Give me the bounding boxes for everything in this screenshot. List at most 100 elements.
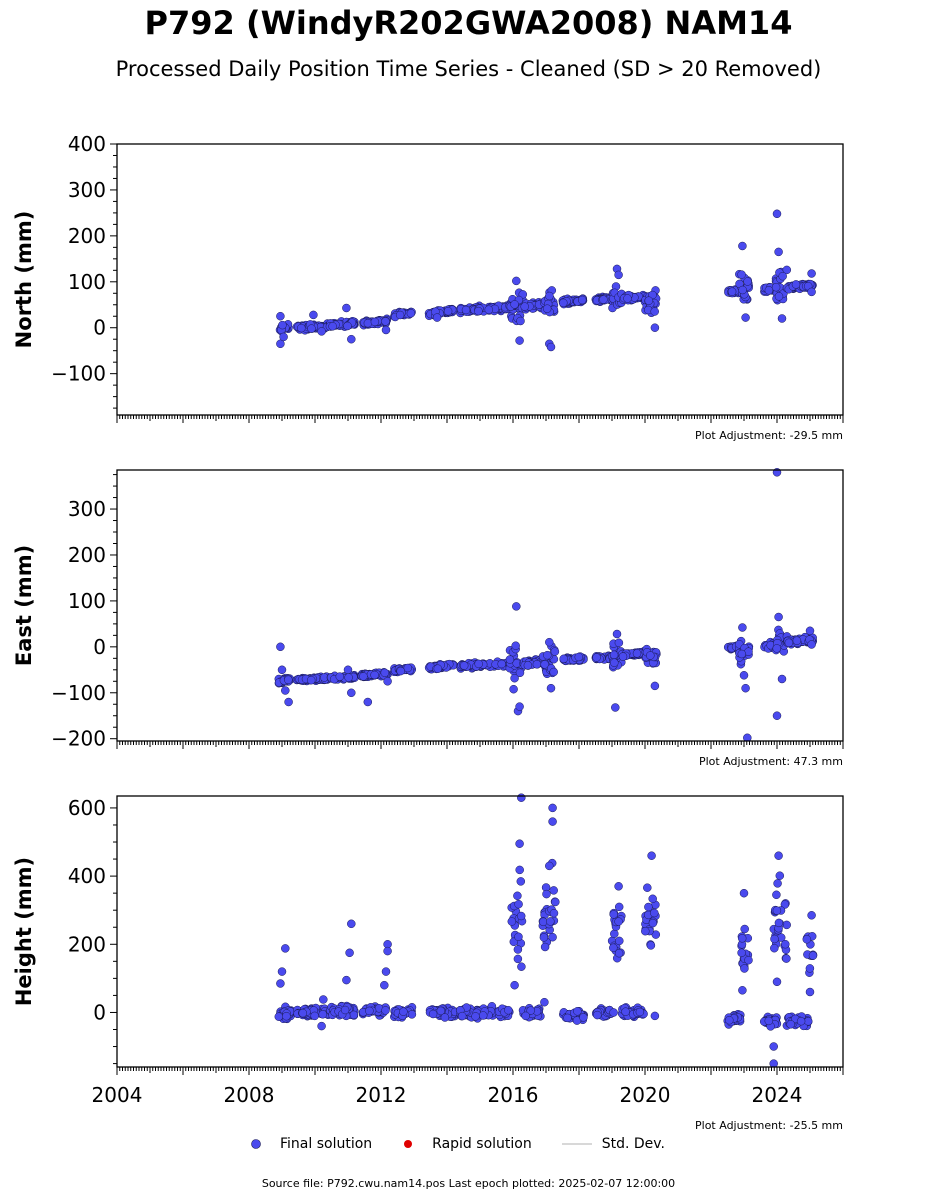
east-point [511,641,520,650]
height-point [513,954,523,964]
east-outlier-point [281,686,290,695]
east-point [610,658,619,667]
height-outlier-point [515,839,524,848]
east-outlier-point [277,665,287,675]
height-y-tick-label: 200 [68,932,106,956]
north-point [545,291,554,301]
north-point [774,292,784,301]
north-point [395,310,405,320]
east-point [515,668,525,678]
height-point [526,1006,535,1015]
north-point [650,307,659,316]
height-outlier-point [774,851,783,860]
east-outlier-point [383,677,392,686]
east-point [505,655,515,664]
north-y-axis-label: North (mm) [12,211,36,349]
height-point [513,945,523,954]
east-point [459,661,469,670]
height-point [282,1011,291,1021]
east-point [380,668,390,678]
north-outlier-point [807,287,816,297]
north-point [381,317,390,326]
height-axes-frame [116,795,844,1068]
height-point [513,891,522,901]
height-point [615,936,624,946]
north-outlier-point [738,241,747,251]
height-point [614,917,623,926]
east-axes-frame [116,469,844,742]
north-point [727,287,737,296]
east-point [592,653,601,662]
north-y-tick-label: 100 [68,270,106,294]
east-outlier-point [284,697,293,707]
height-point [740,964,749,973]
height-point [436,1006,446,1016]
height-outlier-point [769,1059,778,1067]
east-point [646,651,655,660]
east-outlier-point [805,626,815,636]
north-point [370,317,380,327]
east-y-tick-label: 0 [93,635,106,659]
height-point [775,871,785,880]
height-point [805,964,815,973]
height-point [781,939,790,949]
north-outlier-point [512,276,521,286]
north-y-tick-label: 400 [68,132,106,156]
height-outlier-point [277,967,287,976]
height-outlier-point [738,986,747,995]
height-point [646,941,656,950]
height-point [457,1011,467,1021]
east-point [433,664,443,673]
height-point [648,894,657,904]
height-point [515,865,524,875]
height-point [764,1016,774,1026]
east-outlier-point [343,665,353,675]
north-point [516,316,525,326]
east-point [737,649,747,659]
height-point [770,934,779,944]
height-outlier-point [540,997,549,1007]
north-point [623,294,632,303]
height-plot-adjustment: Plot Adjustment: -25.5 mm [695,1119,843,1132]
east-outlier-point [650,681,660,691]
chart-subtitle: Processed Daily Position Time Series - C… [115,57,822,81]
height-point [318,1010,328,1019]
height-outlier-point [276,979,285,988]
north-outlier-point [774,247,783,257]
height-outlier-point [807,911,816,920]
height-point [740,924,749,934]
east-outlier-point [741,683,750,693]
height-point [517,962,526,971]
north-axes-frame [116,143,844,416]
north-y-tick-label: −100 [51,362,106,386]
north-point [771,282,781,292]
north-point [559,298,568,308]
east-y-tick-label: −200 [51,727,106,751]
height-point [551,897,560,907]
north-outlier-point [309,310,318,320]
height-point [514,899,523,909]
chart-title: P792 (WindyR202GWA2008) NAM14 [144,4,793,42]
north-outlier-point [650,323,660,332]
height-point [780,900,790,909]
height-point [614,902,624,912]
height-outlier-point [510,980,519,990]
north-point [599,295,608,304]
east-point [306,675,316,685]
north-point [484,305,494,314]
east-point [543,650,552,660]
north-point [782,265,792,275]
height-point [786,1020,795,1029]
height-outlier-point [317,1021,326,1031]
north-point [363,318,373,328]
height-point [573,1007,582,1016]
north-outlier-point [777,314,787,323]
east-point [510,673,519,683]
north-point [474,306,483,316]
height-point [802,935,812,944]
north-panel: −100 0 100 200 300 400 North (mm) [12,132,844,423]
height-outlier-point [383,946,392,956]
east-outlier-point [772,711,782,720]
north-point [343,321,352,331]
